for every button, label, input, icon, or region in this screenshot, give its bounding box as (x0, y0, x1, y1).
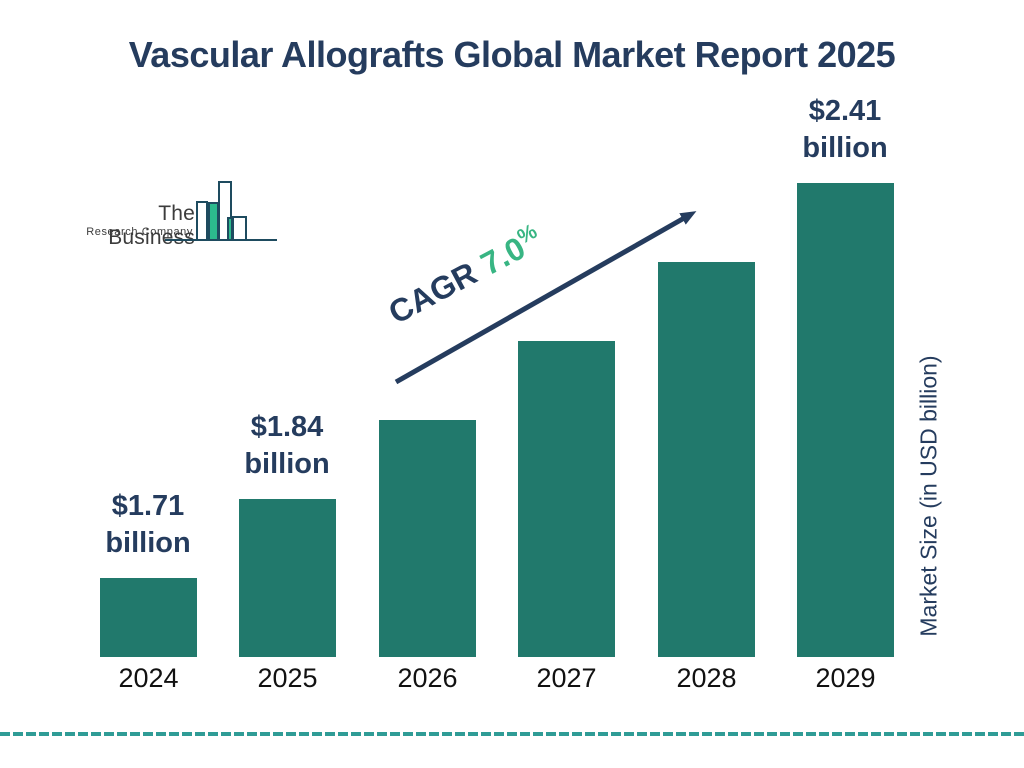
logo-text-line2: Research Company (86, 226, 193, 238)
logo-text-line1: The Business (108, 202, 195, 249)
x-tick-label-2029: 2029 (815, 663, 876, 693)
value-label-2025: $1.84 billion (244, 411, 330, 480)
y-axis-label: Market Size (in USD billion) (915, 355, 942, 637)
bottom-dashed-divider (0, 732, 1024, 736)
bar-2025 (239, 499, 336, 657)
x-tick-label-2024: 2024 (118, 663, 179, 693)
value-label-2029: $2.41 billion (802, 95, 888, 164)
logo-baseline (165, 239, 277, 241)
bar-2028 (658, 262, 755, 657)
page-title: Vascular Allografts Global Market Report… (128, 34, 896, 75)
x-tick-label-2027: 2027 (536, 663, 597, 693)
x-tick-label-2026: 2026 (397, 663, 458, 693)
x-tick-label-2025: 2025 (257, 663, 318, 693)
company-logo: The Business Research Company (75, 178, 295, 250)
bar-2026 (379, 420, 476, 657)
value-label-2024: $1.71 billion (105, 490, 191, 559)
x-tick-label-2028: 2028 (676, 663, 737, 693)
bar-2027 (518, 341, 615, 657)
bar-2024 (100, 578, 197, 657)
bar-2029 (797, 183, 894, 657)
